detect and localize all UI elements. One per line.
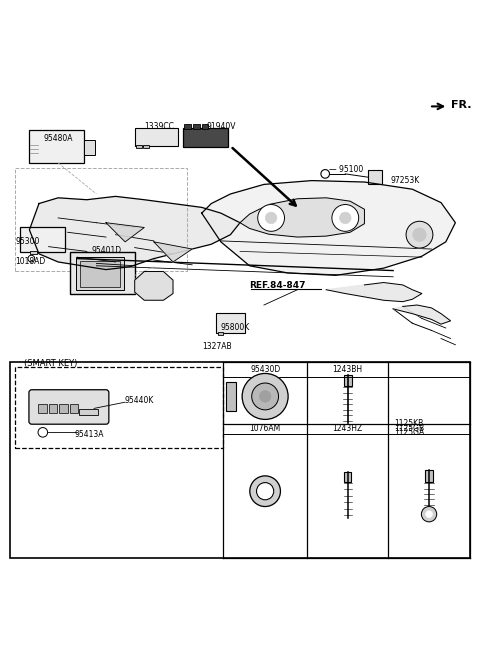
Bar xyxy=(202,124,208,129)
Bar xyxy=(29,131,84,163)
Text: 1125KB: 1125KB xyxy=(394,419,423,428)
Text: 1125GA: 1125GA xyxy=(394,428,424,438)
Circle shape xyxy=(332,205,359,232)
Polygon shape xyxy=(106,222,144,242)
Circle shape xyxy=(250,476,280,506)
Bar xyxy=(226,382,236,411)
Text: 95413A: 95413A xyxy=(75,430,104,439)
Text: 95401D: 95401D xyxy=(92,246,122,255)
Text: 91940V: 91940V xyxy=(206,121,236,131)
Text: 1339CC: 1339CC xyxy=(144,121,174,131)
Circle shape xyxy=(406,221,433,248)
Text: 1076AM: 1076AM xyxy=(250,424,281,434)
FancyBboxPatch shape xyxy=(29,390,109,424)
Text: 95430D: 95430D xyxy=(250,365,280,374)
Bar xyxy=(30,251,37,255)
Circle shape xyxy=(265,212,277,224)
Bar xyxy=(15,168,187,270)
Bar xyxy=(425,470,433,482)
Text: 1327AB: 1327AB xyxy=(202,342,231,351)
Text: 97253K: 97253K xyxy=(391,176,420,185)
Bar xyxy=(193,124,200,129)
Bar xyxy=(76,257,124,290)
Polygon shape xyxy=(326,283,422,302)
Text: 95480A: 95480A xyxy=(44,134,73,144)
Text: 1243BH: 1243BH xyxy=(333,365,363,374)
Bar xyxy=(368,170,382,184)
Circle shape xyxy=(242,373,288,419)
Bar xyxy=(144,145,149,148)
Text: 95440K: 95440K xyxy=(124,396,154,405)
Bar xyxy=(70,403,78,413)
Text: 1018AD: 1018AD xyxy=(15,257,45,266)
Bar xyxy=(70,253,135,295)
Bar xyxy=(20,228,65,253)
Bar xyxy=(10,363,470,558)
Circle shape xyxy=(258,205,285,232)
Circle shape xyxy=(256,483,274,500)
Polygon shape xyxy=(135,272,173,300)
Text: REF.84-847: REF.84-847 xyxy=(250,281,306,291)
Bar xyxy=(84,140,95,155)
Polygon shape xyxy=(154,242,192,262)
Bar xyxy=(344,375,351,386)
Bar xyxy=(15,367,223,447)
Text: 1243HZ: 1243HZ xyxy=(333,424,363,434)
Bar xyxy=(344,472,351,482)
Bar xyxy=(293,209,333,230)
Bar xyxy=(59,403,68,413)
Polygon shape xyxy=(393,305,451,324)
Polygon shape xyxy=(240,198,364,237)
Bar xyxy=(48,403,57,413)
Text: (SMART KEY): (SMART KEY) xyxy=(24,359,77,368)
Bar xyxy=(290,205,336,232)
Bar xyxy=(80,261,120,287)
Bar xyxy=(182,128,228,147)
Text: 1125GB: 1125GB xyxy=(394,424,424,432)
Text: 95800K: 95800K xyxy=(221,323,250,331)
Circle shape xyxy=(259,391,271,402)
Circle shape xyxy=(339,212,351,224)
Polygon shape xyxy=(202,180,456,276)
Circle shape xyxy=(421,506,437,522)
Bar xyxy=(184,124,191,129)
Bar xyxy=(216,313,245,333)
Bar xyxy=(136,145,142,148)
Bar xyxy=(38,403,47,413)
Circle shape xyxy=(413,228,426,241)
Bar xyxy=(135,128,178,146)
Text: — 95100: — 95100 xyxy=(328,165,363,174)
Bar xyxy=(79,409,98,415)
Circle shape xyxy=(252,383,278,410)
Text: 95300: 95300 xyxy=(15,237,39,247)
Text: FR.: FR. xyxy=(451,100,471,110)
Polygon shape xyxy=(29,196,240,270)
Bar xyxy=(218,332,223,335)
Circle shape xyxy=(426,511,432,518)
